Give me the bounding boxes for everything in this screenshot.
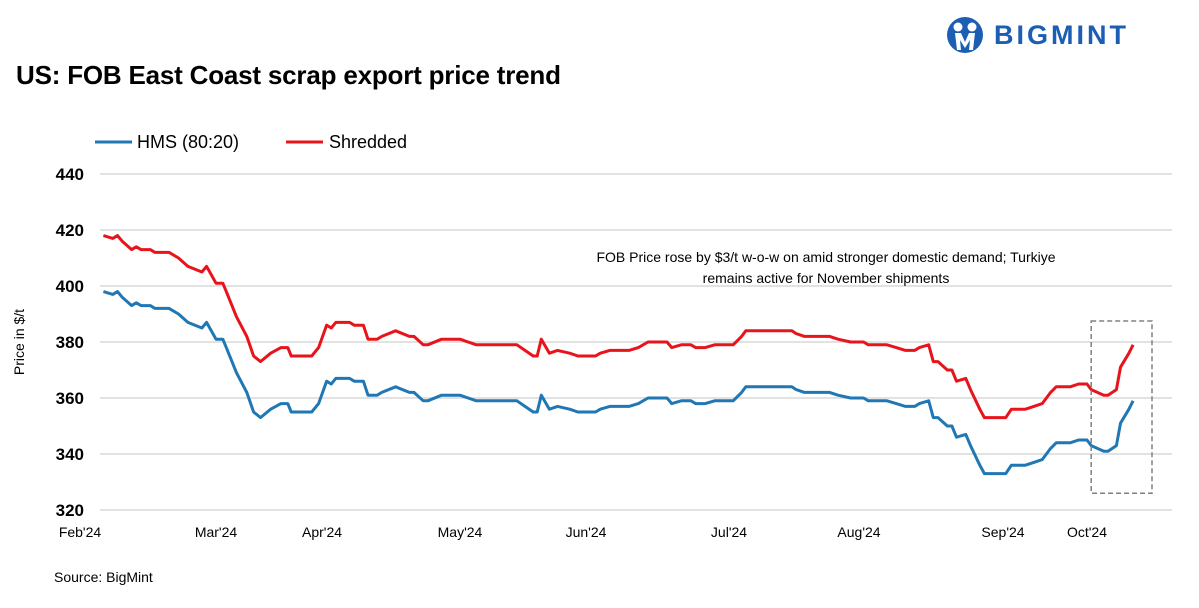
legend: HMS (80:20) Shredded bbox=[95, 132, 407, 152]
series-lines bbox=[102, 234, 1135, 476]
x-tick-label: Sep'24 bbox=[981, 524, 1024, 540]
x-axis-ticks: Feb'24 Mar'24 Apr'24 May'24 Jun'24 Jul'24 Aug'… bbox=[59, 524, 1107, 540]
series-line-hms bbox=[102, 290, 1135, 476]
annotation-line-1: FOB Price rose by $3/t w-o-w on amid str… bbox=[596, 249, 1055, 265]
y-axis-title: Price in $/t bbox=[11, 309, 27, 375]
x-tick-label: Jun'24 bbox=[566, 524, 607, 540]
x-tick-label: Mar'24 bbox=[195, 524, 238, 540]
bigmint-logo: BIGMINT bbox=[946, 16, 1129, 54]
x-tick-label: Aug'24 bbox=[837, 524, 880, 540]
series-line-shredded bbox=[102, 234, 1135, 420]
x-tick-label: Feb'24 bbox=[59, 524, 102, 540]
y-tick-label: 360 bbox=[56, 389, 84, 408]
source-note: Source: BigMint bbox=[54, 569, 153, 585]
y-tick-label: 400 bbox=[56, 277, 84, 296]
y-tick-label: 420 bbox=[56, 221, 84, 240]
annotation-line-2: remains active for November shipments bbox=[703, 270, 950, 286]
page-title: US: FOB East Coast scrap export price tr… bbox=[16, 60, 561, 90]
y-tick-label: 340 bbox=[56, 445, 84, 464]
y-tick-label: 320 bbox=[56, 501, 84, 520]
legend-label-shredded: Shredded bbox=[329, 132, 407, 152]
y-axis-ticks: 320 340 360 380 400 420 440 bbox=[56, 165, 84, 520]
gridlines bbox=[100, 173, 1172, 511]
y-tick-label: 440 bbox=[56, 165, 84, 184]
x-tick-label: Oct'24 bbox=[1067, 524, 1107, 540]
highlight-box bbox=[1090, 320, 1153, 494]
y-tick-label: 380 bbox=[56, 333, 84, 352]
logo-text: BIGMINT bbox=[994, 19, 1129, 50]
x-tick-label: Apr'24 bbox=[302, 524, 342, 540]
x-tick-label: Jul'24 bbox=[711, 524, 747, 540]
legend-label-hms: HMS (80:20) bbox=[137, 132, 239, 152]
x-tick-label: May'24 bbox=[438, 524, 483, 540]
bigmint-logo-icon bbox=[947, 17, 983, 53]
